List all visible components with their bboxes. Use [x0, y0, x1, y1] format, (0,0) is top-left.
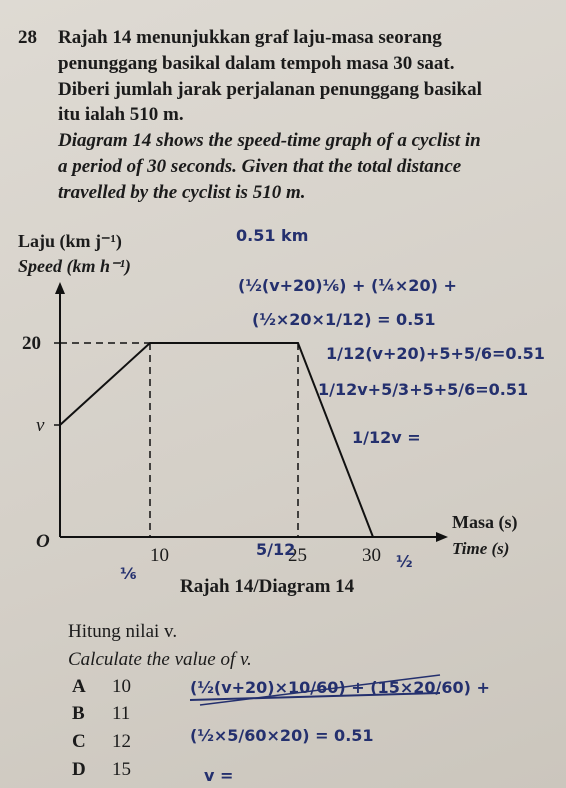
option-letter: A [72, 676, 86, 697]
handwriting: 1/12v = [352, 428, 421, 447]
handwriting: 0.51 km [236, 226, 309, 245]
y-tick-label: 20 [22, 333, 41, 354]
x-tick-label: 30 [362, 545, 381, 566]
handwriting: (½×5/60×20) = 0.51 [190, 726, 374, 745]
speed-graph [59, 342, 374, 538]
handwriting: ½ [396, 552, 413, 571]
question-number: 28 [18, 27, 37, 48]
handwriting: v = [204, 766, 234, 785]
option-letter: B [72, 703, 85, 724]
handwriting: (½×20×1/12) = 0.51 [252, 310, 436, 329]
x-axis-label: Masa (s) [452, 512, 518, 532]
text-line: Diberi jumlah jarak perjalanan penunggan… [58, 79, 482, 100]
option-text: 15 [112, 759, 131, 780]
handwriting: 1/12v+5/3+5+5/6=0.51 [318, 380, 529, 399]
text-line: itu ialah 510 m. [58, 104, 184, 125]
hw-strike [189, 692, 441, 701]
y-axis-label: Speed (km h⁻¹) [18, 256, 131, 276]
handwriting: 1/12(v+20)+5+5/6=0.51 [326, 344, 545, 363]
text-line: Diagram 14 shows the speed-time graph of… [58, 130, 481, 151]
handwriting: (½(v+20)⅙) + (¼×20) + [238, 276, 457, 295]
text-line: a period of 30 seconds. Given that the t… [58, 156, 462, 177]
x-axis-label: Time (s) [452, 539, 510, 558]
origin-label: O [36, 531, 50, 552]
prompt: Calculate the value of v. [68, 649, 252, 670]
y-axis-label: Laju (km j⁻¹) [18, 231, 122, 251]
prompt: Hitung nilai v. [68, 621, 178, 642]
text-line: Rajah 14 menunjukkan graf laju-masa seor… [58, 27, 442, 48]
option-text: 10 [112, 676, 131, 697]
option-text: 12 [112, 731, 131, 752]
caption: Rajah 14/Diagram 14 [180, 576, 355, 597]
handwriting: 5/12 [256, 540, 296, 559]
v-label: v [36, 415, 45, 436]
text-line: travelled by the cyclist is 510 m. [58, 182, 306, 203]
text-line: penunggang basikal dalam tempoh masa 30 … [58, 53, 455, 74]
option-letter: D [72, 759, 86, 780]
y-arrow [55, 282, 65, 294]
handwriting: (½(v+20)×10/60) + (15×20/60) + [190, 678, 490, 697]
handwriting: ⅙ [120, 564, 137, 583]
hw-strike [199, 674, 441, 706]
option-letter: C [72, 731, 86, 752]
x-tick-label: 25 [288, 545, 307, 566]
x-tick-label: 10 [150, 545, 169, 566]
option-text: 11 [112, 703, 131, 724]
x-arrow [436, 532, 448, 542]
